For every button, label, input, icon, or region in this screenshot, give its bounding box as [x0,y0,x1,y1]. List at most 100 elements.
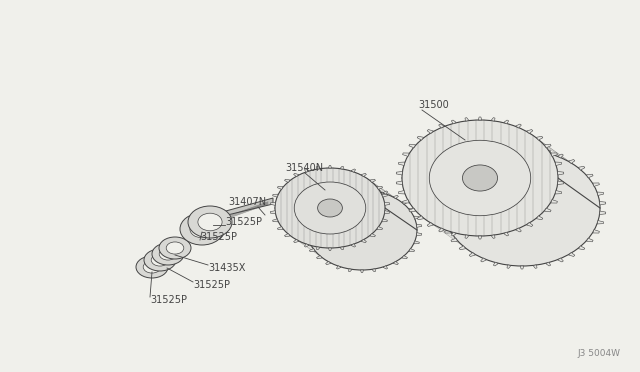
Text: 31407N: 31407N [228,197,266,207]
Text: 31540N: 31540N [285,163,323,173]
Text: 31525P: 31525P [200,232,237,242]
Polygon shape [360,270,364,273]
Polygon shape [459,246,466,250]
Polygon shape [337,191,341,194]
Polygon shape [491,118,495,121]
Polygon shape [551,200,557,203]
Polygon shape [215,198,273,218]
Ellipse shape [188,206,232,238]
Polygon shape [551,153,557,156]
Polygon shape [533,265,537,268]
Polygon shape [385,211,390,214]
Polygon shape [402,178,600,208]
Polygon shape [451,232,456,236]
Polygon shape [377,227,383,230]
Polygon shape [302,232,307,236]
Polygon shape [579,166,585,170]
Polygon shape [569,253,575,256]
Text: 31525P: 31525P [225,217,262,227]
Polygon shape [409,208,415,212]
Polygon shape [536,216,543,220]
Polygon shape [527,222,533,227]
Polygon shape [361,239,366,243]
Polygon shape [427,129,433,134]
Ellipse shape [317,199,342,217]
Polygon shape [382,219,387,222]
Polygon shape [285,179,290,183]
Polygon shape [409,248,415,252]
Polygon shape [305,216,310,219]
Polygon shape [348,269,352,272]
Polygon shape [557,154,563,158]
Polygon shape [451,120,456,124]
Polygon shape [372,188,376,191]
Ellipse shape [166,242,184,254]
Polygon shape [361,173,366,177]
Polygon shape [546,150,550,154]
Polygon shape [383,191,388,194]
Polygon shape [409,208,415,211]
Polygon shape [438,202,444,205]
Polygon shape [586,238,593,242]
Polygon shape [493,150,499,154]
Polygon shape [414,241,419,244]
Polygon shape [569,160,575,164]
Polygon shape [507,265,511,268]
Polygon shape [451,174,458,178]
Text: J3 5004W: J3 5004W [577,349,620,358]
Ellipse shape [429,140,531,216]
Polygon shape [393,261,398,264]
Polygon shape [348,188,352,191]
Polygon shape [370,179,376,183]
Polygon shape [478,236,482,239]
Polygon shape [340,247,344,250]
Polygon shape [273,219,278,222]
Polygon shape [600,211,606,215]
Polygon shape [310,248,315,252]
Ellipse shape [159,237,191,259]
Polygon shape [328,248,332,250]
Polygon shape [417,136,424,140]
Polygon shape [328,166,332,168]
Polygon shape [586,174,593,178]
Polygon shape [402,201,408,205]
Ellipse shape [198,213,222,231]
Polygon shape [507,148,511,151]
Polygon shape [372,269,376,272]
Ellipse shape [136,256,168,278]
Polygon shape [385,202,390,205]
Polygon shape [557,258,563,262]
Polygon shape [316,247,320,250]
Polygon shape [393,195,398,199]
Polygon shape [270,211,275,214]
Polygon shape [440,221,447,224]
Polygon shape [383,266,388,269]
Ellipse shape [444,150,600,266]
Polygon shape [579,246,585,250]
Polygon shape [417,232,422,236]
Ellipse shape [190,220,214,238]
Polygon shape [326,261,331,264]
Polygon shape [305,244,309,247]
Polygon shape [520,266,524,269]
Polygon shape [270,202,275,205]
Polygon shape [305,241,310,244]
Polygon shape [278,186,283,189]
Polygon shape [557,171,564,175]
Polygon shape [403,153,409,156]
Ellipse shape [275,168,385,248]
Polygon shape [305,169,309,172]
Polygon shape [445,230,451,233]
Polygon shape [527,129,533,134]
Polygon shape [409,144,415,148]
Polygon shape [445,183,451,186]
Polygon shape [317,201,322,205]
Polygon shape [556,190,562,194]
Polygon shape [317,256,322,259]
Polygon shape [438,124,444,128]
Polygon shape [402,256,408,259]
Polygon shape [294,239,299,243]
Polygon shape [491,235,495,238]
Polygon shape [451,238,458,242]
Polygon shape [326,195,331,199]
